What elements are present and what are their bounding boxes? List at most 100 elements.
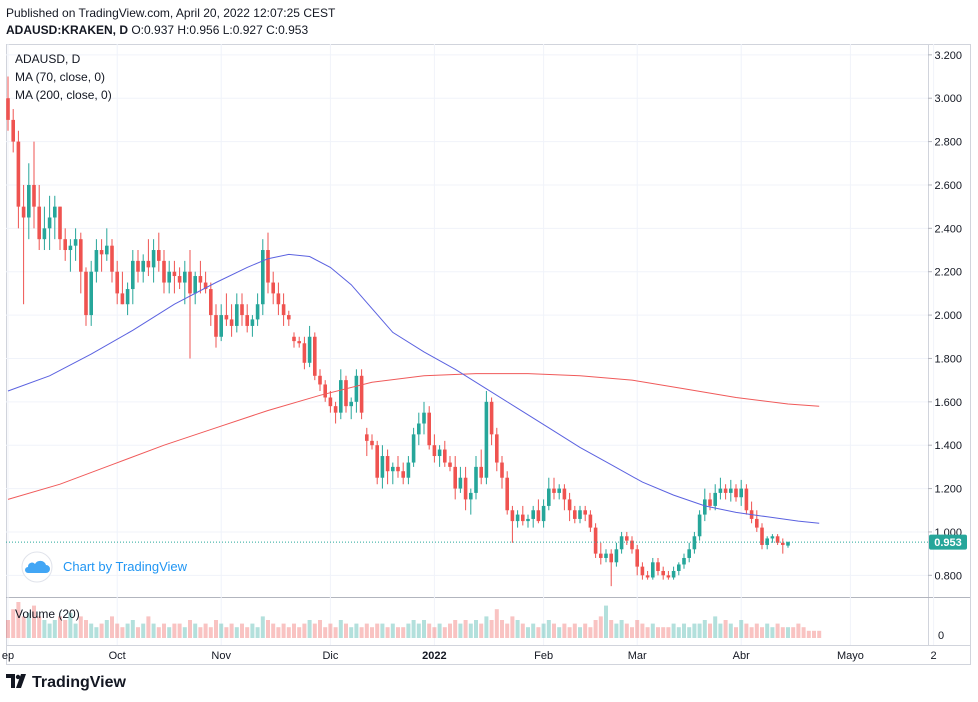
candle-body bbox=[531, 510, 535, 519]
candle-body bbox=[562, 488, 567, 500]
candle bbox=[11, 109, 15, 153]
volume-bar bbox=[739, 620, 744, 638]
candle bbox=[359, 369, 364, 420]
candle bbox=[203, 271, 208, 294]
candle bbox=[562, 484, 567, 511]
volume-bar bbox=[422, 620, 426, 638]
volume-bar bbox=[307, 620, 312, 638]
volume-bar bbox=[380, 623, 385, 638]
price-tag: 0.953 bbox=[929, 534, 967, 550]
volume-bar bbox=[661, 627, 666, 638]
candle bbox=[146, 239, 151, 277]
candle-body bbox=[198, 276, 203, 283]
candle bbox=[640, 562, 645, 580]
candle bbox=[89, 260, 93, 326]
candle-body bbox=[526, 518, 530, 522]
volume-bar bbox=[749, 627, 754, 638]
volume-bar bbox=[656, 627, 660, 638]
volume-bar bbox=[141, 623, 146, 638]
volume-bar bbox=[801, 627, 806, 638]
volume-bar bbox=[817, 630, 822, 638]
footer-brand[interactable]: TradingView bbox=[6, 674, 126, 692]
candle-body bbox=[224, 315, 229, 320]
volume-bar bbox=[115, 623, 120, 638]
candle bbox=[380, 445, 385, 489]
candle-body bbox=[432, 445, 437, 457]
candle bbox=[765, 536, 769, 550]
candle bbox=[188, 250, 192, 359]
legend-ma70[interactable]: MA (70, close, 0) bbox=[15, 70, 105, 84]
volume-bar bbox=[401, 627, 406, 638]
candle bbox=[651, 557, 655, 580]
legend-ma200[interactable]: MA (200, close, 0) bbox=[15, 88, 112, 102]
candle-body bbox=[120, 293, 125, 305]
candle-body bbox=[37, 206, 41, 240]
candle bbox=[219, 304, 223, 342]
candle bbox=[6, 76, 10, 131]
candle bbox=[521, 505, 525, 526]
candle-body bbox=[489, 401, 494, 435]
candle-body bbox=[515, 514, 520, 522]
volume-bar bbox=[99, 623, 104, 638]
candle bbox=[645, 570, 650, 580]
volume-bar bbox=[52, 620, 57, 638]
candle bbox=[588, 510, 593, 532]
volume-bar bbox=[312, 623, 317, 638]
candle bbox=[224, 293, 229, 326]
volume-bar bbox=[224, 627, 229, 638]
watermark[interactable]: Chart by TradingView bbox=[21, 551, 188, 583]
volume-bar bbox=[671, 623, 676, 638]
volume-bar bbox=[349, 627, 354, 638]
candle-body bbox=[79, 239, 83, 272]
watermark-text: Chart by TradingView bbox=[63, 559, 188, 574]
candle-body bbox=[739, 488, 743, 498]
volume-bar bbox=[598, 616, 603, 638]
candle bbox=[526, 514, 530, 528]
candle-body bbox=[458, 477, 463, 489]
candle bbox=[484, 390, 489, 485]
volume-bar bbox=[526, 627, 530, 638]
y-tick-label: 1.200 bbox=[934, 484, 962, 496]
candle bbox=[427, 406, 431, 450]
candle-body bbox=[240, 304, 244, 316]
candle bbox=[391, 462, 395, 485]
candle-body bbox=[396, 466, 400, 472]
volume-bar bbox=[255, 627, 260, 638]
volume-bar bbox=[73, 623, 78, 638]
volume-bar bbox=[390, 623, 395, 638]
candle-body bbox=[229, 319, 234, 326]
candle bbox=[344, 375, 348, 413]
volume-bar bbox=[156, 627, 161, 638]
candle-body bbox=[656, 562, 660, 571]
volume-bar bbox=[770, 627, 775, 638]
candle-body bbox=[219, 315, 223, 337]
candle bbox=[583, 505, 587, 522]
candle-body bbox=[21, 206, 26, 218]
candle bbox=[68, 239, 73, 272]
candle-body bbox=[214, 315, 218, 337]
candle-body bbox=[287, 315, 291, 320]
candle-body bbox=[94, 250, 99, 272]
volume-bar bbox=[234, 627, 239, 638]
candle-body bbox=[666, 575, 671, 578]
volume-bar bbox=[624, 623, 629, 638]
price-tag-box bbox=[929, 534, 967, 550]
x-tick-label: Abr bbox=[733, 650, 750, 662]
candle-body bbox=[510, 510, 515, 522]
candle bbox=[229, 304, 234, 337]
volume-bar bbox=[396, 627, 400, 638]
volume-bar bbox=[786, 627, 790, 638]
candle bbox=[619, 531, 624, 554]
volume-bar bbox=[370, 627, 374, 638]
ohlc-values: O:0.937 H:0.956 L:0.927 C:0.953 bbox=[131, 23, 309, 37]
candle bbox=[573, 505, 577, 524]
candle bbox=[136, 250, 140, 283]
candle bbox=[110, 239, 114, 283]
volume-bar bbox=[385, 627, 390, 638]
volume-bar bbox=[136, 627, 140, 638]
candle-body bbox=[708, 499, 712, 506]
tradingview-logo-icon bbox=[6, 674, 26, 688]
candle bbox=[396, 456, 400, 478]
candle bbox=[281, 293, 286, 326]
